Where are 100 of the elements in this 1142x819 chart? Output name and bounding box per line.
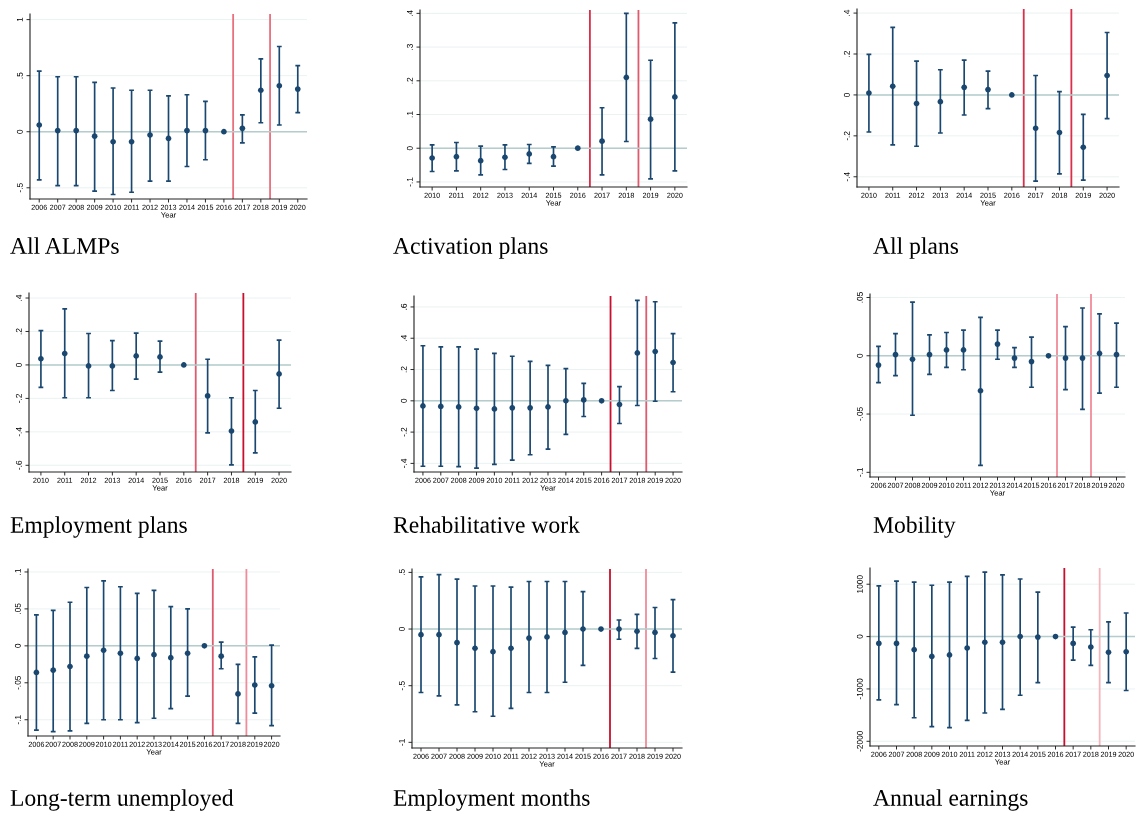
point: [252, 419, 259, 425]
point: [652, 629, 658, 636]
y-tick-label: .2: [406, 77, 413, 84]
point: [67, 663, 73, 670]
point: [1070, 640, 1077, 647]
y-tick-label: .4: [406, 10, 413, 17]
point: [1062, 355, 1069, 361]
point: [251, 682, 258, 688]
y-tick-label: -.05: [14, 675, 21, 690]
point: [1087, 644, 1094, 650]
point: [1034, 634, 1041, 640]
y-tick-label: -1: [398, 739, 405, 746]
point: [1011, 355, 1018, 361]
point: [294, 86, 301, 92]
point: [985, 86, 991, 93]
point: [502, 154, 508, 161]
point: [1045, 352, 1052, 359]
point: [960, 347, 967, 353]
y-tick-label: 0: [16, 129, 23, 134]
y-tick-label: 0: [843, 92, 850, 97]
y-tick-label: .1: [406, 111, 413, 118]
point: [491, 406, 498, 412]
point: [544, 634, 550, 640]
y-tick-label: -1000: [856, 678, 863, 700]
point: [670, 632, 676, 639]
point: [1123, 648, 1130, 655]
point: [276, 371, 282, 377]
point: [134, 655, 141, 662]
point: [1104, 72, 1110, 79]
point: [866, 90, 872, 96]
point: [73, 127, 80, 134]
text: Employment plans: [10, 516, 187, 538]
point: [909, 356, 916, 363]
point: [91, 133, 98, 140]
text: Long-term unemployed: [10, 789, 234, 811]
point: [1080, 144, 1087, 151]
y-tick-label: 0: [15, 362, 22, 367]
point: [928, 653, 935, 660]
y-tick-label: -.2: [15, 393, 22, 403]
point: [36, 122, 43, 128]
point: [508, 645, 514, 652]
y-tick-label: -.2: [843, 131, 850, 141]
point: [228, 428, 235, 434]
y-tick-label: -.4: [15, 427, 22, 437]
y-tick-label: .2: [400, 366, 407, 373]
point: [436, 631, 442, 638]
point: [54, 127, 61, 134]
point: [994, 341, 1001, 347]
point: [472, 645, 478, 652]
point: [670, 359, 676, 366]
point: [204, 393, 211, 399]
point: [599, 138, 605, 145]
point: [562, 629, 568, 636]
point: [128, 138, 135, 145]
point: [889, 83, 896, 90]
point: [964, 645, 971, 651]
point: [911, 646, 918, 653]
point: [268, 682, 275, 689]
point: [647, 116, 654, 123]
point: [961, 84, 968, 91]
point: [550, 153, 557, 160]
point: [598, 626, 604, 632]
point: [913, 100, 920, 107]
y-tick-label: 0: [400, 398, 407, 403]
point: [454, 639, 460, 646]
point: [672, 94, 678, 100]
y-tick-label: -.6: [15, 460, 22, 470]
point: [473, 405, 480, 412]
y-tick-label: -.5: [398, 681, 405, 691]
point: [235, 691, 241, 697]
point: [133, 353, 140, 359]
y-tick-label: -.05: [856, 407, 863, 421]
point: [110, 138, 116, 145]
point: [616, 626, 622, 632]
text: All ALMPs: [10, 237, 119, 254]
y-tick-label: 1000: [856, 575, 863, 593]
point: [545, 404, 551, 410]
point: [623, 74, 630, 81]
point: [221, 128, 227, 135]
point: [50, 667, 57, 674]
point: [875, 362, 882, 368]
point: [147, 132, 153, 138]
y-tick-label: -.1: [14, 715, 21, 725]
point: [420, 403, 426, 409]
point: [580, 626, 586, 632]
y-tick-label: .4: [15, 294, 22, 301]
y-tick-label: .5: [16, 72, 23, 79]
point: [38, 355, 44, 362]
point: [946, 652, 953, 658]
point: [418, 631, 424, 638]
point: [180, 362, 187, 368]
y-tick-label: -.4: [400, 458, 407, 468]
point: [509, 405, 516, 411]
point: [580, 397, 587, 403]
point: [1017, 633, 1024, 640]
point: [634, 628, 640, 635]
point: [490, 648, 496, 655]
point: [937, 98, 944, 105]
text: Activation plans: [393, 237, 548, 259]
y-tick-label: -.1: [856, 467, 863, 477]
